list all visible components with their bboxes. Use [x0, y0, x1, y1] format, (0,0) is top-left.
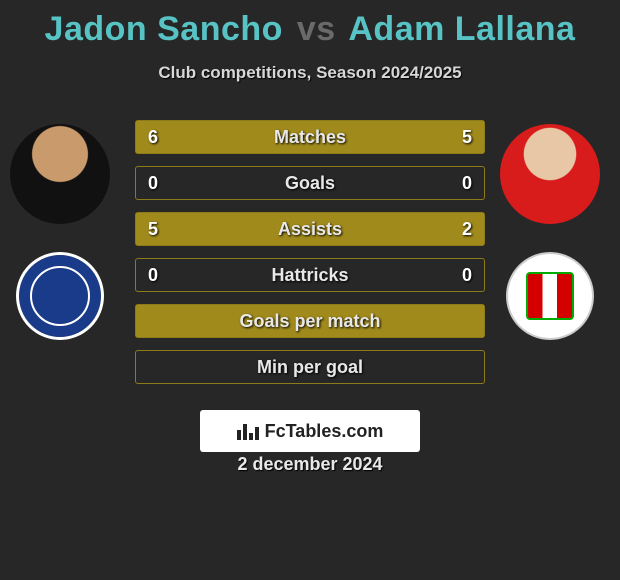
stat-value-left: 0 [148, 265, 158, 286]
stat-bar: 6 5 Matches [135, 120, 485, 154]
page-title: Jadon Sancho vs Adam Lallana [0, 0, 620, 49]
branding-text: FcTables.com [265, 421, 384, 442]
stat-label: Goals per match [239, 311, 380, 332]
title-player1: Jadon Sancho [45, 10, 283, 48]
title-player2: Adam Lallana [348, 10, 575, 48]
player2-club-badge [506, 252, 594, 340]
stat-bar: Min per goal [135, 350, 485, 384]
stat-label: Min per goal [257, 357, 363, 378]
stat-value-left: 6 [148, 127, 158, 148]
stat-bar: Goals per match [135, 304, 485, 338]
stat-value-right: 0 [462, 265, 472, 286]
stat-bar: 5 2 Assists [135, 212, 485, 246]
stats-bars: 6 5 Matches 0 0 Goals 5 2 Assists 0 0 Hattricks Goal… [135, 120, 485, 384]
stat-bar-fill-right [326, 121, 484, 153]
subtitle: Club competitions, Season 2024/2025 [0, 63, 620, 83]
player2-avatar [500, 124, 600, 224]
stat-bar: 0 0 Goals [135, 166, 485, 200]
stat-value-left: 5 [148, 219, 158, 240]
stat-value-right: 0 [462, 173, 472, 194]
chart-icon [237, 422, 259, 440]
stat-bar-fill-left [136, 213, 384, 245]
right-column [500, 124, 600, 340]
player1-avatar [10, 124, 110, 224]
stat-label: Hattricks [271, 265, 348, 286]
stat-bar: 0 0 Hattricks [135, 258, 485, 292]
title-vs: vs [297, 10, 336, 48]
left-column [10, 124, 110, 340]
stat-label: Assists [278, 219, 342, 240]
stat-label: Matches [274, 127, 346, 148]
stat-value-left: 0 [148, 173, 158, 194]
stat-label: Goals [285, 173, 335, 194]
branding-badge: FcTables.com [200, 410, 420, 452]
stat-value-right: 5 [462, 127, 472, 148]
stat-value-right: 2 [462, 219, 472, 240]
date-text: 2 december 2024 [0, 454, 620, 475]
player1-club-badge [16, 252, 104, 340]
